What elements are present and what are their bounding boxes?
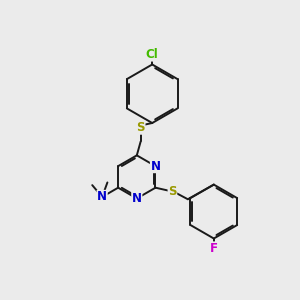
Text: S: S [168,185,177,198]
Text: Cl: Cl [146,48,159,61]
Text: S: S [136,121,145,134]
Text: N: N [97,190,107,203]
Text: F: F [210,242,218,255]
Text: N: N [151,160,160,172]
Text: N: N [132,192,142,205]
